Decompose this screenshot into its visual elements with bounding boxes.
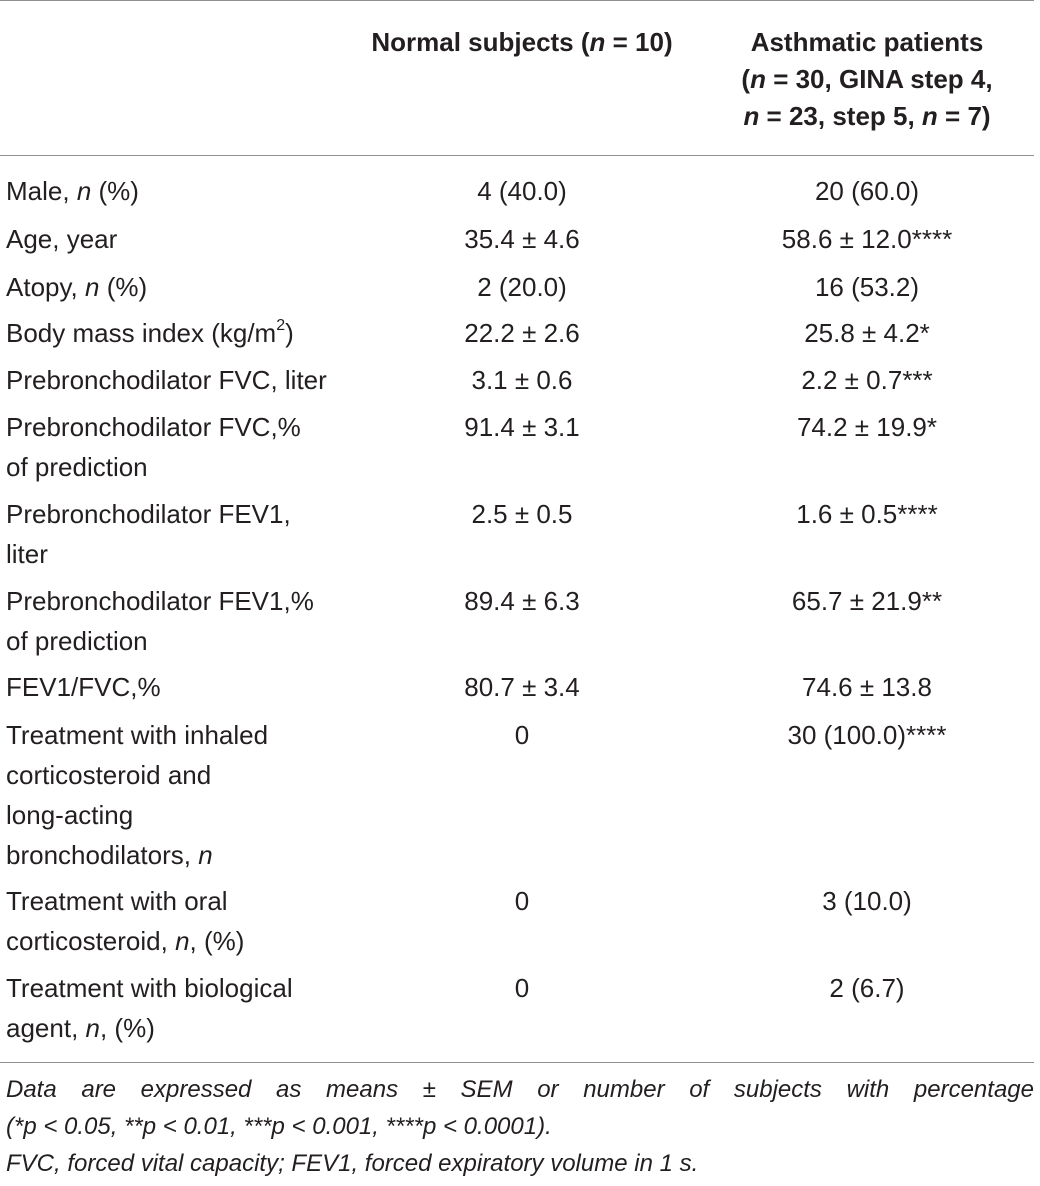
header-asthmatic-patients: Asthmatic patients (n = 30, GINA step 4,… — [741, 27, 993, 131]
normal-value: 22.2 ± 2.6 — [464, 318, 580, 348]
row-label: Age, year — [6, 224, 118, 254]
normal-value: 2.5 ± 0.5 — [471, 499, 573, 529]
row-label: Treatment with inhaled corticosteroid an… — [6, 720, 269, 870]
normal-value: 91.4 ± 3.1 — [464, 412, 580, 442]
asthma-value: 20 (60.0) — [814, 176, 920, 206]
asthma-value: 74.2 ± 19.9* — [796, 412, 938, 442]
normal-value: 89.4 ± 6.3 — [464, 586, 580, 616]
header-normal-subjects: Normal subjects (n = 10) — [371, 27, 673, 57]
normal-value: 2 (20.0) — [477, 272, 567, 302]
asthma-value: 30 (100.0)**** — [787, 720, 947, 750]
asthma-value: 25.8 ± 4.2* — [804, 318, 930, 348]
row-label: Male, n (%) — [6, 176, 139, 206]
normal-value: 35.4 ± 4.6 — [464, 224, 580, 254]
row-label: Prebronchodilator FEV1,% of prediction — [6, 586, 314, 656]
normal-value: 4 (40.0) — [477, 176, 567, 206]
asthma-value: 74.6 ± 13.8 — [802, 672, 932, 702]
row-label: Prebronchodilator FVC,% of prediction — [6, 412, 301, 482]
row-label: Body mass index (kg/m2) — [6, 317, 294, 348]
asthma-value: 16 (53.2) — [814, 272, 920, 302]
normal-value: 0 — [514, 973, 530, 1003]
row-label: Prebronchodilator FEV1, liter — [6, 499, 291, 569]
header-rule — [0, 155, 1034, 156]
row-label: Prebronchodilator FVC, liter — [6, 365, 327, 395]
normal-value: 80.7 ± 3.4 — [464, 672, 580, 702]
asthma-value: 3 (10.0) — [822, 886, 912, 916]
footer-rule — [0, 1062, 1034, 1063]
row-label: Treatment with oral corticosteroid, n, (… — [6, 886, 245, 956]
asthma-value: 58.6 ± 12.0**** — [781, 224, 953, 254]
footnote-line: FVC, forced vital capacity; FEV1, forced… — [6, 1150, 699, 1177]
normal-value: 3.1 ± 0.6 — [471, 365, 573, 395]
row-label: FEV1/FVC,% — [6, 672, 161, 702]
asthma-value: 65.7 ± 21.9** — [791, 586, 943, 616]
asthma-value: 2.2 ± 0.7*** — [801, 365, 933, 395]
normal-value: 0 — [514, 720, 530, 750]
asthma-value: 2 (6.7) — [829, 973, 905, 1003]
top-rule — [0, 0, 1034, 1]
footnote-line: Data are expressed as means ± SEM or num… — [6, 1076, 1034, 1103]
footnote-line: (*p < 0.05, **p < 0.01, ***p < 0.001, **… — [6, 1113, 552, 1140]
normal-value: 0 — [514, 886, 530, 916]
asthma-value: 1.6 ± 0.5**** — [796, 499, 938, 529]
table-footnote: Data are expressed as means ± SEM or num… — [6, 1071, 1034, 1182]
row-label: Treatment with biological agent, n, (%) — [6, 973, 293, 1043]
row-label: Atopy, n (%) — [6, 272, 148, 302]
